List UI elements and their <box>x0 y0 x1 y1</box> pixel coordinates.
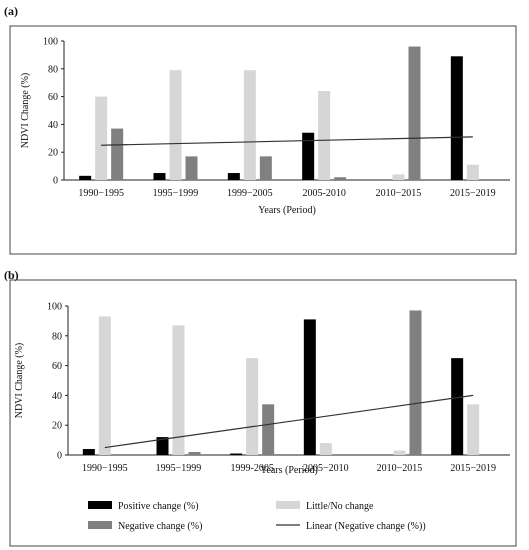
bar-positive <box>450 56 463 180</box>
bar-little <box>467 404 480 455</box>
bar-positive <box>302 132 315 180</box>
x-tick-label: 2015−2019 <box>450 463 496 474</box>
bar-negative <box>188 452 201 455</box>
bar-positive <box>227 173 240 180</box>
x-tick-label: 1990−1995 <box>82 463 128 474</box>
legend-swatch-negative <box>88 521 112 529</box>
y-tick-label: 20 <box>48 148 58 159</box>
y-tick-label: 100 <box>47 302 62 313</box>
bar-little <box>393 450 406 455</box>
y-tick-label: 80 <box>52 331 62 342</box>
chart-frame <box>9 279 517 547</box>
x-tick-label: 2010−2015 <box>377 463 423 474</box>
x-tick-label: 1995−1999 <box>153 188 199 199</box>
bar-little <box>246 358 259 455</box>
trendline <box>101 136 473 146</box>
bar-positive <box>153 173 166 180</box>
y-tick-label: 100 <box>43 37 58 48</box>
bar-positive <box>451 358 464 455</box>
x-tick-label: 2005-2010 <box>302 188 345 199</box>
bar-negative <box>262 404 275 455</box>
chart-frame <box>9 25 517 255</box>
bar-little <box>319 443 332 455</box>
bar-little <box>172 325 185 455</box>
y-tick-label: 60 <box>48 92 58 103</box>
legend-label: Linear (Negative change (%)) <box>306 521 426 532</box>
x-tick-label: 1999-2005 <box>230 463 273 474</box>
bar-little <box>318 91 331 180</box>
y-tick-label: 20 <box>52 421 62 432</box>
panel-a-label: (a) <box>4 4 18 18</box>
chart-b: 0 20 40 60 80 100 1990−1995 1995−1999 1999-2005 2… <box>9 279 517 547</box>
bar-little <box>95 96 108 180</box>
legend-swatch-positive <box>88 501 112 509</box>
bar-little <box>243 70 256 180</box>
legend-label: Positive change (%) <box>118 501 199 512</box>
bar-negative <box>334 177 347 180</box>
y-axis-title: NDVI Change (%) <box>14 343 25 419</box>
bar-little <box>392 174 405 180</box>
y-tick-label: 40 <box>52 391 62 402</box>
x-tick-label: 2015−2019 <box>450 188 496 199</box>
legend-label: Negative change (%) <box>118 521 202 532</box>
y-tick-label: 0 <box>57 451 62 462</box>
bar-positive <box>230 453 243 455</box>
bar-positive <box>79 175 92 180</box>
y-axis-title: NDVI Change (%) <box>20 73 31 149</box>
bar-negative <box>185 156 198 180</box>
x-tick-label: 1990−1995 <box>78 188 124 199</box>
x-tick-label: 2005−2010 <box>303 463 349 474</box>
bar-positive <box>156 437 169 455</box>
bar-little <box>466 164 479 180</box>
bar-positive <box>82 449 95 455</box>
bar-negative <box>259 156 272 180</box>
panel-b-label: (b) <box>4 268 19 282</box>
y-tick-label: 40 <box>48 120 58 131</box>
bar-negative <box>408 46 421 181</box>
x-tick-label: 2010−2015 <box>376 188 422 199</box>
bar-negative <box>409 310 422 455</box>
x-tick-label: 1995−1999 <box>156 463 202 474</box>
y-tick-label: 60 <box>52 361 62 372</box>
trendline <box>104 394 474 449</box>
bar-little <box>169 70 182 180</box>
x-tick-label: 1999−2005 <box>227 188 273 199</box>
y-tick-label: 0 <box>53 176 58 187</box>
chart-a: 0 20 40 60 80 100 1990−1995 1995−1999 1999−2005 2… <box>9 25 517 255</box>
bar-positive <box>303 319 316 455</box>
x-axis-title: Years (Period) <box>260 465 318 476</box>
legend-label: Little/No change <box>306 501 374 512</box>
bar-little <box>98 316 111 455</box>
x-axis-title: Years (Period) <box>258 205 316 216</box>
bar-negative <box>111 128 124 180</box>
legend-swatch-little <box>276 501 300 509</box>
y-tick-label: 80 <box>48 64 58 75</box>
